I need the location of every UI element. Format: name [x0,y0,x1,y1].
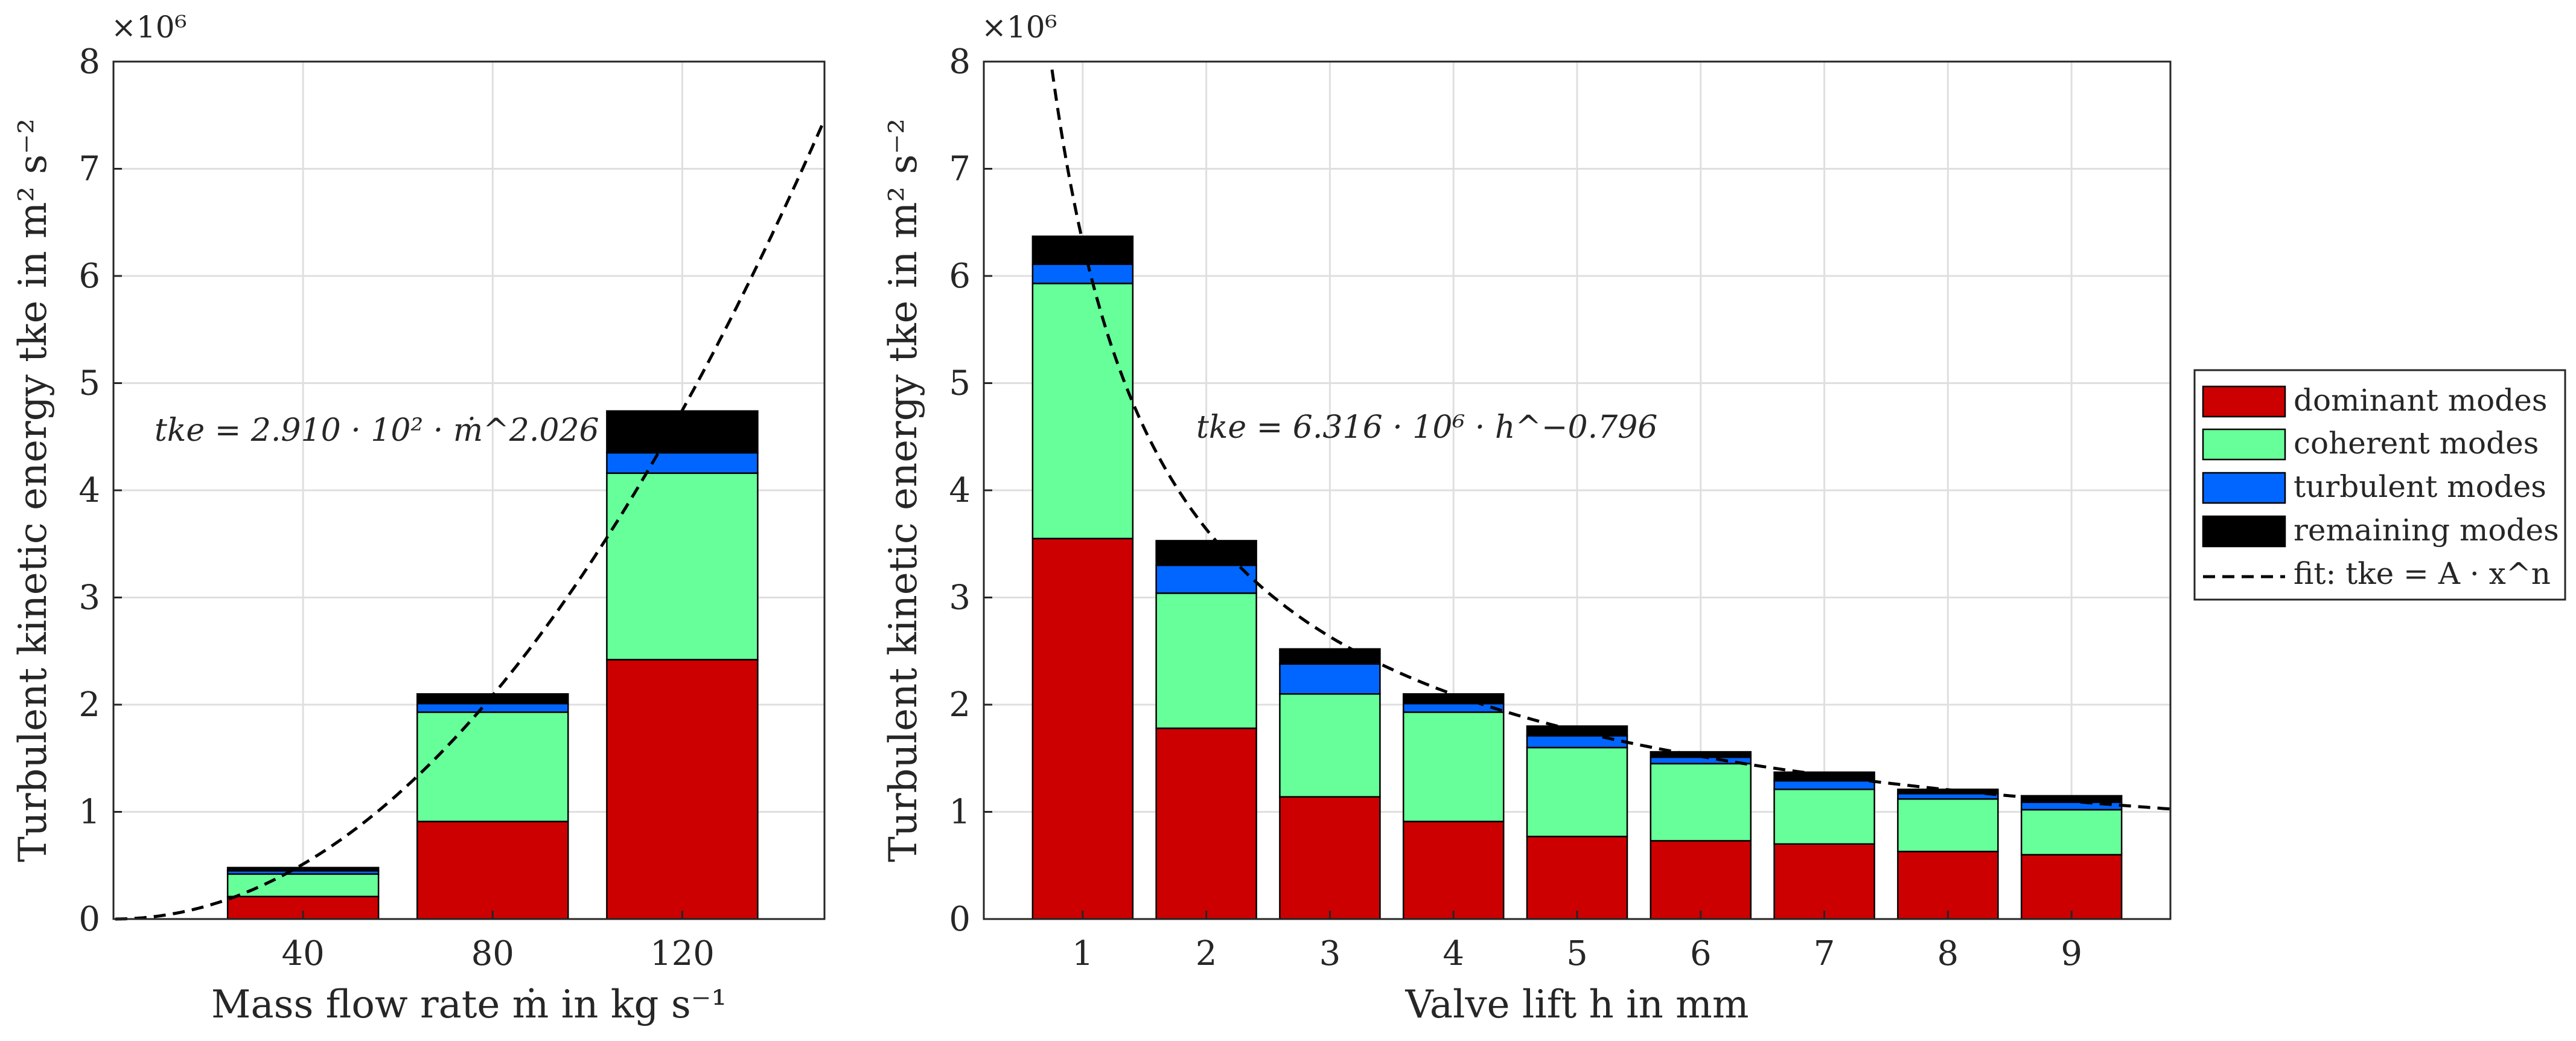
legend-label-coherent: coherent modes [2294,426,2539,461]
y-tick-label: 5 [949,364,971,403]
bar-segment-remaining [1279,648,1381,665]
y-tick-label: 7 [78,150,100,189]
legend-label-turbulent: turbulent modes [2294,469,2546,504]
y-tick-label: 4 [78,471,100,510]
y-axis-label: Turbulent kinetic energy tke in m² s⁻² [881,118,926,862]
bar-segment-dominant [1279,796,1381,920]
y-tick-label: 4 [949,471,971,510]
x-tick-label: 6 [1690,934,1712,973]
y-tick-label: 8 [949,42,971,82]
y-tick-label: 6 [949,257,971,296]
y-axis-label: Turbulent kinetic energy tke in m² s⁻² [11,118,56,862]
bar-segment-turbulent [1279,663,1381,695]
legend-label-dominant: dominant modes [2294,383,2547,418]
x-tick-label: 7 [1814,934,1835,973]
x-tick-label: 1 [1072,934,1094,973]
bar-segment-coherent [1279,693,1381,798]
bar-segment-dominant [416,821,569,920]
bar-segment-coherent [1650,763,1752,842]
stacked-bars [1031,235,2123,920]
y-tick-label: 3 [78,578,100,618]
y-tick-label: 1 [78,793,100,832]
x-tick-label: 5 [1566,934,1588,973]
bar-segment-dominant [1773,843,1875,920]
bar-segment-remaining [1402,693,1505,705]
bar-segment-coherent [606,472,759,661]
bar-segment-dominant [1650,840,1752,920]
bar-segment-coherent [1897,798,1999,853]
y-tick-label: 2 [78,685,100,725]
bar-segment-dominant [1031,537,1134,920]
legend-swatch-remaining [2202,515,2286,548]
y-tick-label: 3 [949,578,971,618]
bar-segment-coherent [226,873,380,897]
stacked-bars [226,410,759,920]
y-tick-label: 2 [949,685,971,725]
y-multiplier: ×10⁶ [981,10,1057,45]
y-tick-label: 7 [949,150,971,189]
x-tick-label: 3 [1319,934,1341,973]
y-tick-label: 0 [949,900,971,939]
ticks: 0 1 2 3 4 5 6 7 8 40 80 120 [78,42,714,973]
chart-mass-flow: 0 1 2 3 4 5 6 7 8 40 80 120 ×10⁶ tke = 2.910 · 10² … [11,10,826,1027]
bar-segment-turbulent [1031,263,1134,284]
bar-segment-coherent [1773,788,1875,845]
x-tick-label: 40 [282,934,325,973]
bar-segment-coherent [416,711,569,822]
y-tick-label: 0 [78,900,100,939]
legend-swatch-dominant [2202,385,2286,418]
ticks: 0 1 2 3 4 5 6 7 8 1 2 3 4 5 6 7 8 9 [949,42,2082,973]
bar-segment-remaining [1031,235,1134,265]
x-tick-label: 80 [471,934,514,973]
x-axis-label: Valve lift h in mm [1405,982,1749,1027]
bar-segment-turbulent [606,452,759,474]
legend: dominant modes coherent modes turbulent … [2193,369,2566,601]
y-tick-label: 1 [949,793,971,832]
bar-segment-coherent [1526,746,1628,838]
bar-segment-remaining [1526,725,1628,737]
bar-segment-remaining [226,866,380,872]
legend-swatch-turbulent [2202,472,2286,504]
x-tick-label: 9 [2061,934,2082,973]
bar-segment-turbulent [416,702,569,713]
bar-segment-coherent [2020,809,2123,856]
y-tick-label: 6 [78,257,100,296]
fit-curve [1050,69,2171,811]
y-tick-label: 5 [78,364,100,403]
legend-swatch-coherent [2202,428,2286,461]
x-tick-label: 120 [650,934,715,973]
bar-segment-dominant [606,659,759,920]
x-tick-label: 2 [1196,934,1217,973]
bar-segment-dominant [1897,850,1999,920]
legend-label-remaining: remaining modes [2294,513,2559,548]
bar-segment-turbulent [1773,780,1875,790]
bar-segment-turbulent [1402,702,1505,713]
fit-curve [115,119,826,921]
bar-segment-remaining [1773,771,1875,782]
bar-segment-dominant [2020,854,2123,920]
bar-segment-remaining [1155,540,1257,566]
legend-label-fit: fit: tke = A · x^n [2294,556,2551,591]
bar-segment-coherent [1402,711,1505,822]
fit-equation: tke = 2.910 · 10² · ṁ^2.026 [155,412,599,449]
bar-segment-turbulent [1897,793,1999,800]
bar-segment-coherent [1155,592,1257,729]
x-axis-label: Mass flow rate ṁ in kg s⁻¹ [211,982,727,1027]
bar-segment-dominant [1402,821,1505,920]
y-multiplier: ×10⁶ [111,10,187,45]
bar-segment-turbulent [1526,735,1628,749]
x-tick-label: 8 [1937,934,1959,973]
x-tick-label: 4 [1443,934,1464,973]
y-tick-label: 8 [78,42,100,82]
bar-segment-coherent [1031,283,1134,540]
bar-segment-dominant [1155,727,1257,920]
fit-equation: tke = 6.316 · 10⁶ · h^−0.796 [1196,409,1657,446]
bar-segment-remaining [606,410,759,454]
bar-segment-dominant [1526,836,1628,920]
chart-valve-lift: 0 1 2 3 4 5 6 7 8 1 2 3 4 5 6 7 8 9 ×10⁶ tke = 6.316 · 10… [881,10,2172,1027]
